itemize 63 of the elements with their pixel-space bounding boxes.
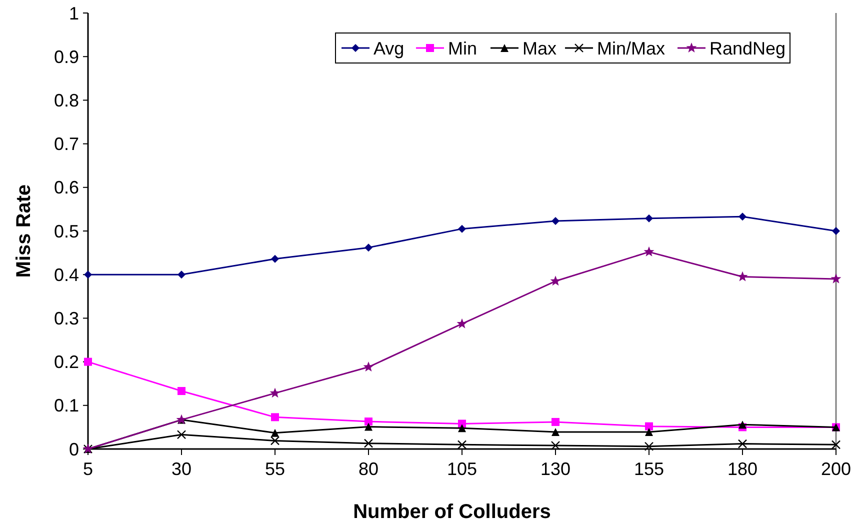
point (738, 420, 746, 429)
point (176, 430, 186, 440)
point (644, 246, 654, 256)
point (552, 428, 560, 436)
y-tick-label: 0.9 (54, 46, 79, 67)
x-tick-label: 55 (264, 459, 286, 479)
point (830, 273, 842, 284)
point (270, 388, 280, 398)
point (84, 358, 92, 366)
y-tick-label: 0.6 (54, 178, 79, 198)
x-tick-label: 155 (634, 459, 664, 479)
x-tick-label: 200 (820, 459, 852, 479)
point (550, 276, 561, 286)
point (832, 227, 840, 235)
y-tick-label: 0.5 (54, 221, 79, 242)
y-axis-title: Miss Rate (13, 184, 35, 278)
x-tick-label: 5 (82, 459, 94, 479)
point (831, 440, 841, 450)
point (456, 318, 468, 328)
legend-label: RandNeg (710, 38, 786, 58)
point (178, 270, 186, 279)
point (644, 442, 654, 451)
point (645, 422, 653, 430)
legend-label: Max (522, 38, 557, 58)
point (178, 387, 186, 396)
legend-label: Min/Max (597, 38, 666, 58)
point (550, 440, 560, 450)
point (364, 418, 372, 426)
point (645, 214, 653, 222)
x-tick-label: 130 (540, 459, 571, 479)
point (458, 420, 466, 428)
x-tick-label: 180 (727, 459, 758, 479)
point (738, 439, 748, 448)
y-tick-label: 0.1 (54, 396, 79, 416)
point (271, 254, 279, 263)
y-tick-label: 0.7 (54, 134, 79, 154)
x-tick-label: 30 (171, 459, 192, 479)
point (270, 436, 280, 446)
point (552, 216, 560, 225)
x-tick-label: 80 (358, 459, 379, 479)
x-axis-title: Number of Colluders (353, 501, 551, 523)
point (738, 212, 746, 221)
x-tick-label: 105 (446, 459, 478, 479)
y-tick-label: 0.8 (54, 90, 79, 110)
point (645, 428, 653, 436)
legend-label: Avg (374, 38, 404, 58)
y-tick-label: 0.4 (54, 264, 79, 285)
legend-label: Min (448, 38, 478, 58)
y-tick-label: 1 (68, 3, 79, 24)
point (458, 224, 466, 233)
point (552, 418, 560, 426)
point (364, 422, 372, 431)
point (271, 413, 279, 422)
point (364, 244, 372, 252)
y-tick-label: 0.3 (54, 308, 79, 328)
point (84, 270, 92, 279)
point (271, 428, 279, 437)
point (458, 424, 466, 432)
y-tick-label: 0.2 (54, 352, 79, 372)
y-tick-label: 0 (68, 439, 79, 460)
point (364, 438, 374, 448)
point (457, 440, 467, 450)
point (363, 362, 374, 372)
